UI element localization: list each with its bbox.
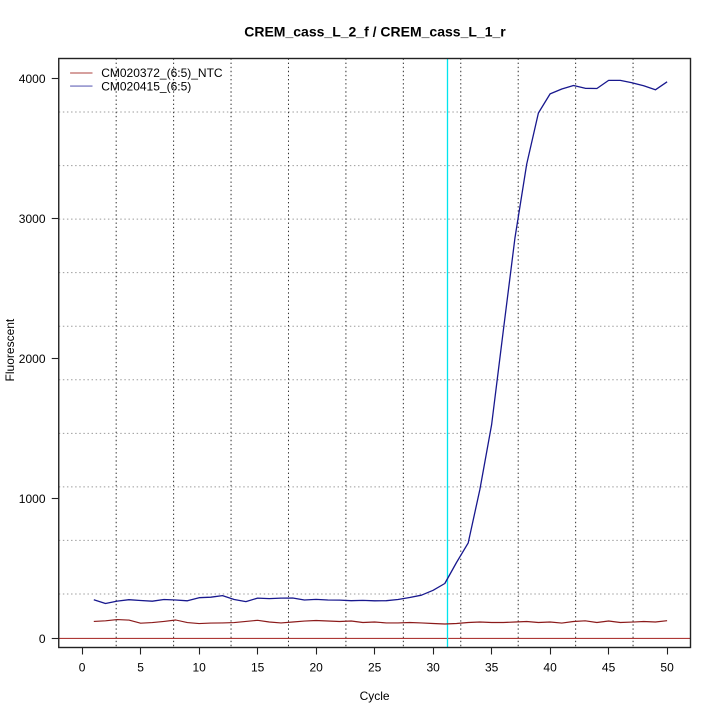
svg-text:Fluorescent: Fluorescent: [3, 318, 17, 381]
svg-text:CM020372_(6:5)_NTC: CM020372_(6:5)_NTC: [101, 66, 223, 80]
svg-text:15: 15: [251, 661, 265, 675]
svg-text:30: 30: [426, 661, 440, 675]
svg-text:3000: 3000: [19, 212, 46, 226]
svg-text:40: 40: [543, 661, 557, 675]
svg-text:0: 0: [79, 661, 86, 675]
svg-text:25: 25: [368, 661, 382, 675]
svg-text:5: 5: [137, 661, 144, 675]
svg-text:CM020415_(6:5): CM020415_(6:5): [101, 79, 191, 93]
svg-text:1000: 1000: [19, 492, 46, 506]
svg-text:35: 35: [485, 661, 499, 675]
svg-text:2000: 2000: [19, 352, 46, 366]
svg-text:10: 10: [192, 661, 206, 675]
svg-text:50: 50: [660, 661, 674, 675]
svg-text:0: 0: [39, 632, 46, 646]
svg-text:4000: 4000: [19, 72, 46, 86]
svg-text:CREM_cass_L_2_f / CREM_cass_L_: CREM_cass_L_2_f / CREM_cass_L_1_r: [244, 24, 506, 40]
svg-text:45: 45: [602, 661, 616, 675]
svg-text:20: 20: [309, 661, 323, 675]
svg-text:Cycle: Cycle: [360, 689, 390, 703]
